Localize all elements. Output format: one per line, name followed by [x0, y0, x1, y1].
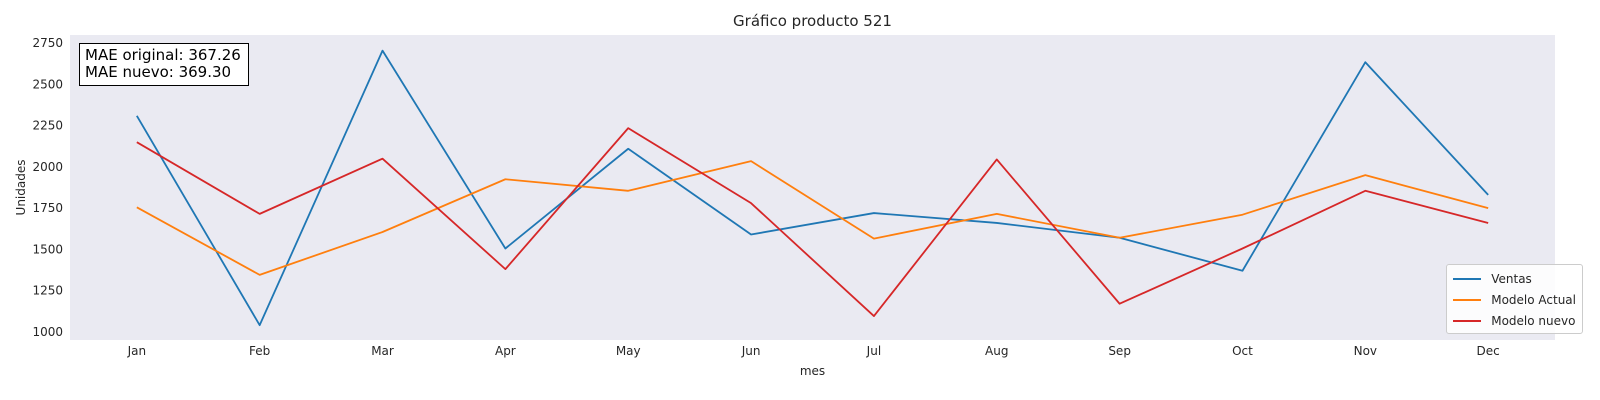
y-tick-label: 2750 — [32, 36, 63, 50]
mae-nuevo-text: MAE nuevo: 369.30 — [85, 63, 232, 81]
x-tick-label: May — [616, 344, 641, 358]
chart-title: Gráfico producto 521 — [733, 12, 892, 30]
x-tick-label: Apr — [495, 344, 516, 358]
x-tick-label: Oct — [1232, 344, 1253, 358]
legend-item: Ventas — [1453, 268, 1576, 289]
y-tick-label: 2500 — [32, 77, 63, 91]
plot-area — [70, 35, 1555, 340]
y-axis-label: Unidades — [14, 160, 28, 216]
y-tick-label: 1500 — [32, 242, 63, 256]
mae-annotation-box: MAE original: 367.26 MAE nuevo: 369.30 — [79, 43, 249, 86]
x-tick-label: Feb — [249, 344, 270, 358]
series-line-modelo-actual — [136, 160, 1489, 276]
legend-swatch — [1453, 277, 1482, 280]
legend-label: Modelo Actual — [1491, 292, 1576, 307]
legend-item: Modelo Actual — [1453, 289, 1576, 310]
x-tick-label: Nov — [1354, 344, 1377, 358]
legend-item: Modelo nuevo — [1453, 310, 1576, 331]
legend-swatch — [1453, 298, 1482, 301]
x-tick-label: Jul — [866, 344, 881, 358]
mae-original-text: MAE original: 367.26 — [85, 46, 241, 64]
x-tick-label: Aug — [985, 344, 1008, 358]
x-axis-label: mes — [800, 364, 825, 378]
x-tick-label: Jun — [741, 344, 761, 358]
legend-label: Ventas — [1491, 271, 1532, 286]
x-tick-label: Dec — [1477, 344, 1500, 358]
series-line-ventas — [136, 49, 1489, 327]
series-line-modelo-nuevo — [136, 127, 1489, 317]
x-tick-label: Sep — [1108, 344, 1131, 358]
x-axis-ticks: Jan Feb Mar Apr May Jun Jul Aug Sep Oct Nov Dec — [127, 344, 1500, 358]
y-tick-label: 2250 — [32, 119, 63, 133]
y-axis-ticks: 1000 1250 1500 1750 2000 2250 2500 2750 — [32, 36, 63, 339]
x-tick-label: Jan — [127, 344, 147, 358]
legend-swatch — [1453, 319, 1482, 322]
y-tick-label: 2000 — [32, 160, 63, 174]
series-lines — [136, 49, 1489, 327]
legend-label: Modelo nuevo — [1491, 313, 1576, 328]
y-tick-label: 1750 — [32, 201, 63, 215]
y-tick-label: 1250 — [32, 284, 63, 298]
chart-legend: Ventas Modelo Actual Modelo nuevo — [1446, 264, 1583, 334]
x-tick-label: Mar — [371, 344, 394, 358]
y-tick-label: 1000 — [32, 325, 63, 339]
